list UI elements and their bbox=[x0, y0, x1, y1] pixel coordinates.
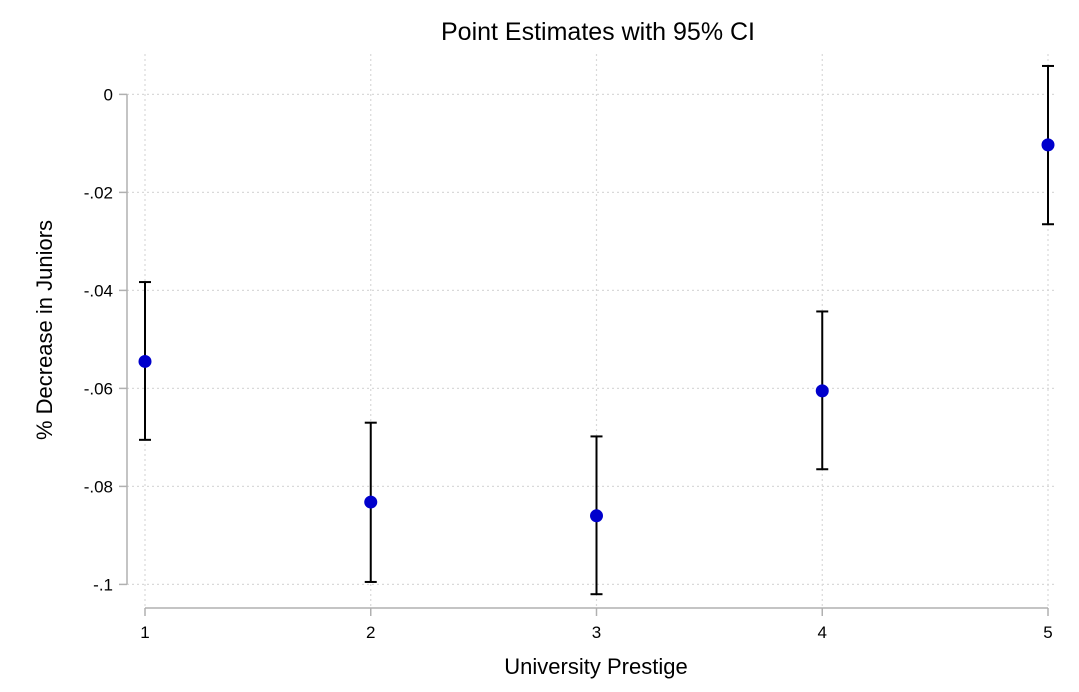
point-estimate bbox=[364, 495, 378, 509]
point-estimate bbox=[1041, 138, 1055, 152]
axis-layer: 0 -.02 -.04 -.06 -.08 -.1 1 2 3 4 5 bbox=[84, 85, 1053, 642]
x-tick-label: 3 bbox=[592, 623, 601, 642]
y-tick-label: -.04 bbox=[84, 281, 113, 300]
y-tick-label: -.02 bbox=[84, 183, 113, 202]
y-axis-title: % Decrease in Juniors bbox=[32, 220, 57, 440]
x-tick-label: 1 bbox=[140, 623, 149, 642]
y-tick-label: 0 bbox=[104, 85, 113, 104]
y-tick-label: -.06 bbox=[84, 379, 113, 398]
y-tick-label: -.08 bbox=[84, 477, 113, 496]
point-estimate bbox=[590, 509, 603, 523]
x-tick-label: 2 bbox=[366, 623, 375, 642]
x-tick-label: 5 bbox=[1043, 623, 1052, 642]
point-estimate bbox=[815, 384, 829, 398]
chart-title: Point Estimates with 95% CI bbox=[441, 18, 755, 46]
y-tick-label: -.1 bbox=[93, 575, 113, 594]
point-layer bbox=[138, 138, 1055, 523]
grid-layer bbox=[127, 54, 1056, 608]
point-estimate bbox=[138, 354, 152, 368]
x-axis-title: University Prestige bbox=[504, 654, 687, 679]
x-tick-label: 4 bbox=[818, 623, 827, 642]
